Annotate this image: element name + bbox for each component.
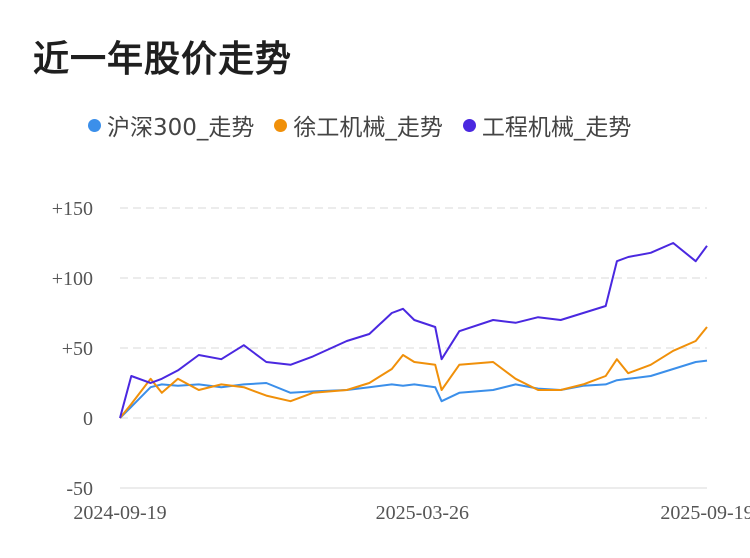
y-tick-label: +100 xyxy=(52,268,93,290)
legend-label: 徐工机械_走势 xyxy=(293,115,443,141)
x-tick-label: 2025-03-26 xyxy=(376,502,469,524)
legend-label: 沪深300_走势 xyxy=(107,115,255,141)
legend-label: 工程机械_走势 xyxy=(481,115,632,141)
chart-title: 近一年股价走势 xyxy=(33,39,293,80)
y-tick-label: +50 xyxy=(62,338,93,360)
series-line-hs300 xyxy=(119,359,708,419)
chart-legend: 沪深300_走势 徐工机械_走势 工程机械_走势 xyxy=(88,108,651,142)
series-line-machinery xyxy=(119,242,708,419)
legend-marker-icon xyxy=(274,118,288,132)
grid-lines xyxy=(120,207,707,489)
x-axis-ticks: 2024-09-19 2025-03-26 2025-09-19 xyxy=(73,502,750,524)
y-axis-ticks: +150 +100 +50 0 -50 xyxy=(52,198,93,500)
x-tick-label: 2025-09-19 xyxy=(660,502,750,524)
y-tick-label: -50 xyxy=(66,478,93,500)
y-tick-label: +150 xyxy=(52,198,93,220)
x-tick-label: 2024-09-19 xyxy=(73,502,166,524)
series-lines xyxy=(119,242,708,419)
legend-item: 工程机械_走势 xyxy=(462,108,632,142)
legend-marker-icon xyxy=(462,118,476,132)
series-line-xcmg xyxy=(119,326,708,419)
legend-item: 徐工机械_走势 xyxy=(274,108,443,142)
y-tick-label: 0 xyxy=(83,408,93,430)
legend-marker-icon xyxy=(88,118,101,132)
legend-item: 沪深300_走势 xyxy=(88,108,254,142)
